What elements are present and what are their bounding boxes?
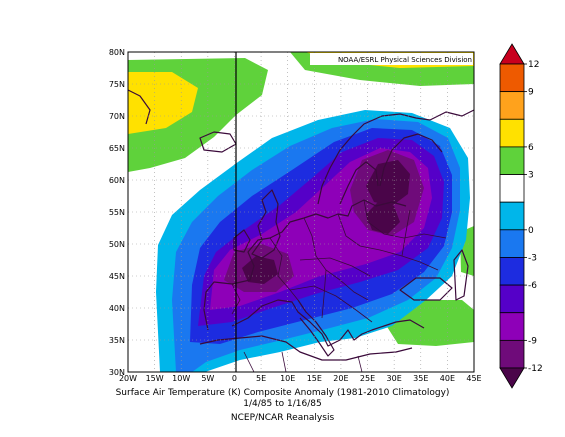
country-borders (231, 199, 447, 372)
warm-region-northwest-core (128, 72, 198, 134)
graticule (128, 52, 474, 372)
colorbar-top-arrow (499, 43, 525, 65)
colorbar-segment (499, 63, 525, 93)
colorbar-bottom-arrow (499, 367, 525, 389)
colorbar-tick-label: 0 (528, 226, 534, 236)
cold-core-extreme-center (366, 202, 400, 234)
colorbar-segment (499, 284, 525, 314)
longitude-labels: 20W 15W 10W 5W 0 5E 10E 15E 20E 25E 30E 35E 40E 45E (119, 374, 482, 383)
cold-core-extreme-east (366, 160, 410, 206)
caption-source: NCEP/NCAR Reanalysis (230, 413, 335, 423)
latitude-label: 35N (109, 336, 125, 345)
colorbar-tick-label: -6 (528, 281, 537, 291)
latitude-label: 55N (109, 208, 125, 217)
longitude-label: 25E (360, 374, 375, 383)
latitude-label: 30N (109, 368, 125, 377)
plot-frame (127, 51, 475, 373)
longitude-label: 15E (307, 374, 322, 383)
colorbar-segment (499, 201, 525, 231)
colorbar-tick-label: -9 (528, 336, 537, 346)
latitude-label: 80N (109, 48, 125, 57)
anomaly-field (128, 52, 474, 372)
longitude-label: 0 (232, 374, 237, 383)
colorbar-tick-label: -3 (528, 253, 537, 263)
colorbar (499, 43, 525, 389)
longitude-label: 15W (146, 374, 164, 383)
caption-title: Surface Air Temperature (K) Composite An… (115, 388, 450, 398)
colorbar-segment (499, 146, 525, 175)
latitude-label: 40N (109, 304, 125, 313)
latitude-labels: 80N 75N 70N 65N 60N 55N 50N 45N 40N 35N 30N (109, 48, 125, 377)
latitude-label: 45N (109, 272, 125, 281)
colorbar-segment (499, 91, 525, 120)
credit-box (310, 53, 473, 65)
latitude-label: 65N (109, 144, 125, 153)
longitude-label: 30E (387, 374, 402, 383)
latitude-label: 60N (109, 176, 125, 185)
colorbar-segment (499, 174, 525, 203)
coastlines (128, 89, 474, 361)
longitude-label: 5W (201, 374, 214, 383)
latitude-label: 75N (109, 80, 125, 89)
colorbar-segment (499, 229, 525, 258)
colorbar-tick-label: 3 (528, 171, 534, 181)
longitude-label: 20W (119, 374, 137, 383)
credit-text: NOAA/ESRL Physical Sciences Division (338, 56, 472, 64)
colorbar-tick-label: 9 (528, 88, 534, 98)
colorbar-tick-label: -12 (528, 364, 543, 374)
latitude-label: 50N (109, 240, 125, 249)
colorbar-tick-labels: 12 9 6 3 0 -3 -6 -9 -12 (524, 60, 543, 374)
colorbar-segment (499, 312, 525, 341)
longitude-label: 40E (440, 374, 455, 383)
colorbar-segment (499, 257, 525, 286)
caption-dates: 1/4/85 to 1/16/85 (243, 399, 322, 409)
longitude-label: 10W (172, 374, 190, 383)
longitude-label: 10E (280, 374, 295, 383)
colorbar-tick-label: 6 (528, 143, 534, 153)
longitude-label: 5E (256, 374, 266, 383)
longitude-label: 35E (413, 374, 428, 383)
latitude-label: 70N (109, 112, 125, 121)
longitude-label: 45E (466, 374, 481, 383)
colorbar-segment (499, 118, 525, 148)
colorbar-segment (499, 339, 525, 369)
colorbar-tick-label: 12 (528, 60, 539, 70)
longitude-label: 20E (333, 374, 348, 383)
